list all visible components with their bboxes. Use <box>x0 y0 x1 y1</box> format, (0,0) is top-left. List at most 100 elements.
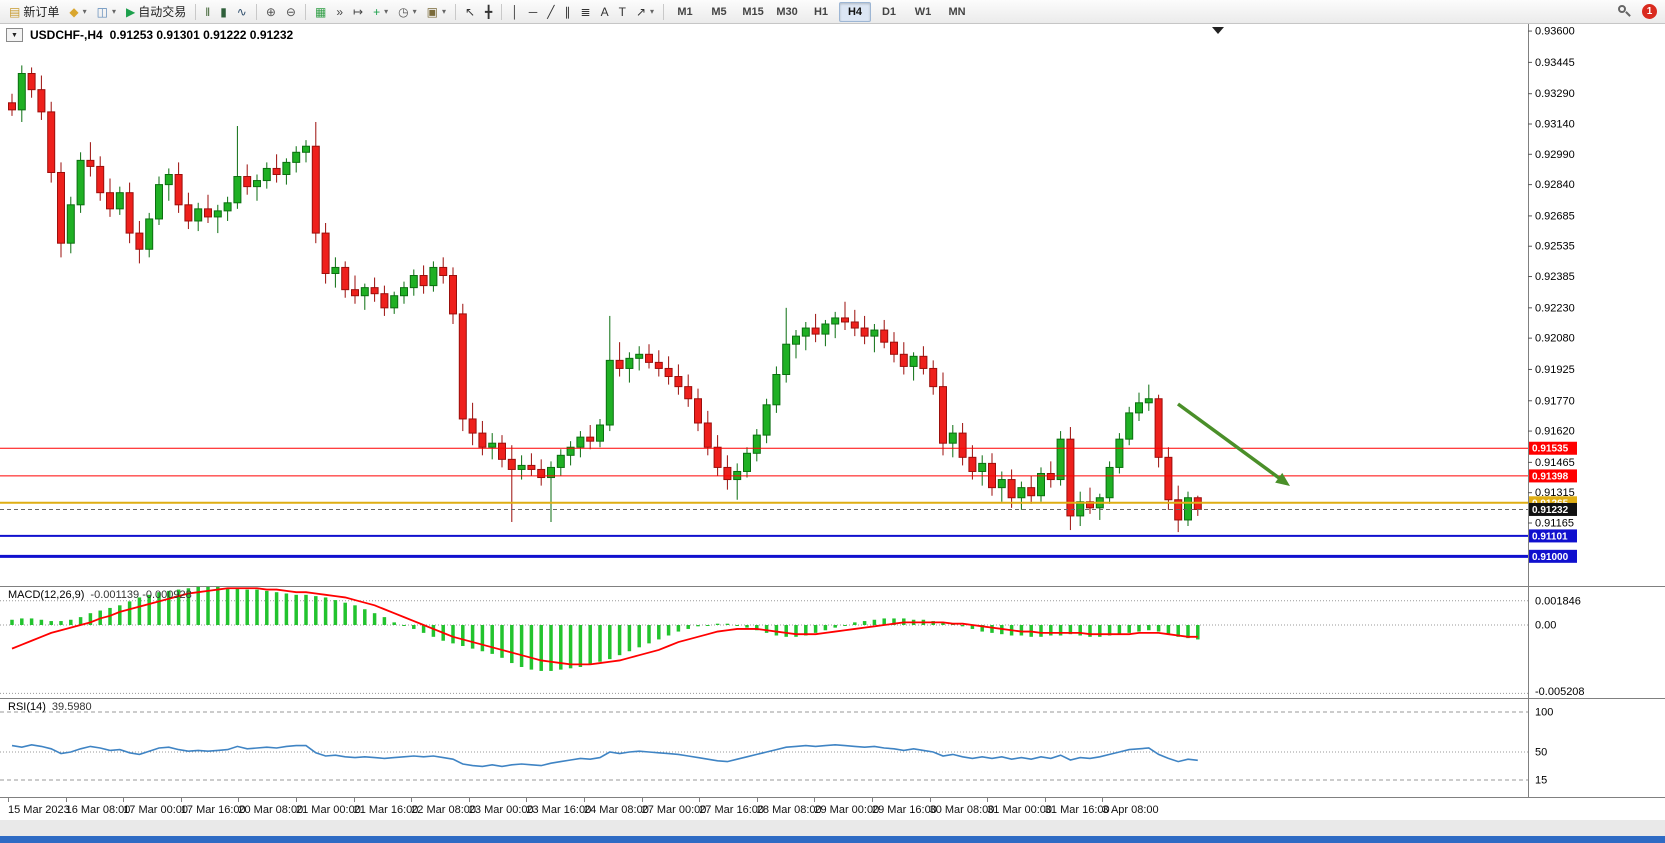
cursor-button[interactable]: ↖ <box>460 1 480 23</box>
bar-chart-button[interactable]: ‖ <box>200 1 215 23</box>
candle <box>703 422 712 448</box>
candle <box>1125 412 1134 440</box>
macd-histogram-bar <box>470 625 475 649</box>
indicators-button[interactable]: + ▾ <box>368 1 393 23</box>
candle <box>360 287 369 297</box>
zoom-out-button[interactable]: ⊖ <box>281 1 301 23</box>
candle <box>292 151 301 163</box>
tile-windows-button[interactable]: ▦ <box>310 1 331 23</box>
arrows-button[interactable]: ↗ ▾ <box>631 1 659 23</box>
time-axis-label: 3 Apr 08:00 <box>1102 804 1159 816</box>
rsi-panel[interactable]: 100 50 15 <box>0 698 1665 797</box>
toolbar-buttons: ▤ 新订单 ◆ ▾ ◫ ▾ ▶ 自动交易 ‖ ▮ ∿ ⊕ ⊖ ▦» ↦ + ▾ ◷ ▾ ▣ ▾ ↖ ╋ │ ─ ╱ ∥ ≣ A T ↗ ▾ M1… <box>4 0 974 23</box>
macd-histogram-bar <box>745 625 749 628</box>
chart-shift-button[interactable]: ↦ <box>348 1 368 23</box>
macd-histogram-bar <box>784 625 788 637</box>
macd-histogram-bar <box>960 625 965 627</box>
caret-down-icon: ▾ <box>650 7 655 16</box>
search-icon[interactable] <box>1617 4 1632 19</box>
candle <box>1184 497 1192 521</box>
candle <box>184 204 193 222</box>
svg-text:0.91101: 0.91101 <box>1532 531 1568 542</box>
periods-button[interactable]: ◷ ▾ <box>393 1 422 23</box>
rsi-axis-label: 50 <box>1535 747 1547 759</box>
new-chart-button[interactable]: ◆ ▾ <box>64 1 91 23</box>
candle <box>596 424 604 442</box>
text-button[interactable]: A <box>596 1 614 23</box>
candle <box>37 89 46 113</box>
time-axis-tick <box>814 798 816 802</box>
one-click-expand-button[interactable]: ▼ <box>6 28 23 42</box>
time-axis-tick <box>296 798 297 802</box>
time-axis-tick <box>468 798 470 802</box>
timeframe-w1-button[interactable]: W1 <box>914 5 932 18</box>
time-axis-label: 29 Mar 16:00 <box>872 804 937 816</box>
timeframe-m30-button[interactable]: M30 <box>776 5 798 18</box>
line-chart-button[interactable]: ∿ <box>232 1 252 23</box>
time-axis-tick <box>123 798 125 802</box>
candle <box>1105 466 1114 499</box>
vertical-line-button[interactable]: │ <box>506 1 524 23</box>
candle <box>537 468 546 479</box>
candle <box>204 208 212 218</box>
macd-values: -0.001139 -0.000928 <box>90 589 192 601</box>
chart-shift-marker[interactable] <box>1212 27 1224 34</box>
fibonacci-button[interactable]: ≣ <box>576 1 596 23</box>
notification-badge[interactable]: 1 <box>1642 4 1657 19</box>
horizontal-line-button[interactable]: ─ <box>524 1 543 23</box>
timeframe-m15-button[interactable]: M15 <box>742 5 764 18</box>
auto-scroll-button[interactable]: » <box>331 1 348 23</box>
macd-histogram-bar <box>774 625 779 636</box>
macd-histogram-bar <box>196 586 200 625</box>
macd-histogram-bar <box>1166 625 1171 635</box>
price-chart-canvas[interactable]: 0.93600 0.93445 0.93290 0.93140 0.92990 0.928… <box>0 24 1665 586</box>
macd-histogram-bar <box>529 625 534 670</box>
candle <box>792 335 800 345</box>
macd-histogram-bar <box>686 625 690 629</box>
macd-histogram-bar <box>588 625 592 665</box>
macd-histogram-bar <box>284 593 289 625</box>
time-axis-label: 16 Mar 08:00 <box>65 804 131 816</box>
trend-arrow-head <box>1275 472 1290 486</box>
timeframe-d1-button[interactable]: D1 <box>881 5 897 18</box>
timeframe-mn-button[interactable]: MN <box>948 5 966 18</box>
candle <box>723 466 732 481</box>
price-axis-label: 0.92685 <box>1535 210 1575 222</box>
timeframe-h4-button[interactable]: H4 <box>839 1 872 22</box>
trendline-button[interactable]: ╱ <box>542 1 559 23</box>
time-axis-label: 20 Mar 08:00 <box>238 804 304 816</box>
candle <box>556 454 565 468</box>
macd-histogram-bar <box>549 625 553 671</box>
time-axis-tick <box>411 798 413 802</box>
macd-histogram-bar <box>735 625 739 626</box>
candle <box>155 184 163 220</box>
trend-arrow[interactable] <box>1176 402 1283 482</box>
macd-panel[interactable]: 0.001846 0.00 -0.005208 <box>0 586 1665 698</box>
timeframe-m1-button[interactable]: M1 <box>677 5 693 18</box>
auto-trading-button[interactable]: ▶ 自动交易 <box>121 1 191 23</box>
candle <box>409 275 418 289</box>
fibonacci-icon: ≣ <box>580 4 591 19</box>
crosshair-button[interactable]: ╋ <box>480 1 497 23</box>
macd-histogram-bar <box>941 622 945 625</box>
candle <box>782 343 791 376</box>
zoom-in-button[interactable]: ⊕ <box>261 1 281 23</box>
candle <box>586 436 595 442</box>
new-order-button[interactable]: ▤ 新订单 <box>4 1 64 23</box>
text-label-icon: T <box>618 4 626 19</box>
profiles-button[interactable]: ◫ ▾ <box>92 1 121 23</box>
timeframe-m5-button[interactable]: M5 <box>711 5 727 18</box>
support-line-2-price-tag <box>1529 549 1577 563</box>
candle <box>272 167 281 176</box>
rsi-axis-label: 100 <box>1535 707 1553 719</box>
macd-histogram-bar <box>343 602 347 625</box>
candlestick-chart-button[interactable]: ▮ <box>215 1 232 23</box>
timeframe-h1-button[interactable]: H1 <box>813 5 829 18</box>
templates-button[interactable]: ▣ ▾ <box>422 1 451 23</box>
text-label-button[interactable]: T <box>614 1 631 23</box>
candle <box>831 317 840 325</box>
time-axis[interactable]: 15 Mar 2023 16 Mar 08:00 17 Mar 00:00 17 Ma… <box>0 797 1665 820</box>
chart-symbol-label: USDCHF-,H4 <box>30 28 103 42</box>
time-axis-label: 31 Mar 00:00 <box>987 804 1053 816</box>
channel-button[interactable]: ∥ <box>560 1 576 23</box>
